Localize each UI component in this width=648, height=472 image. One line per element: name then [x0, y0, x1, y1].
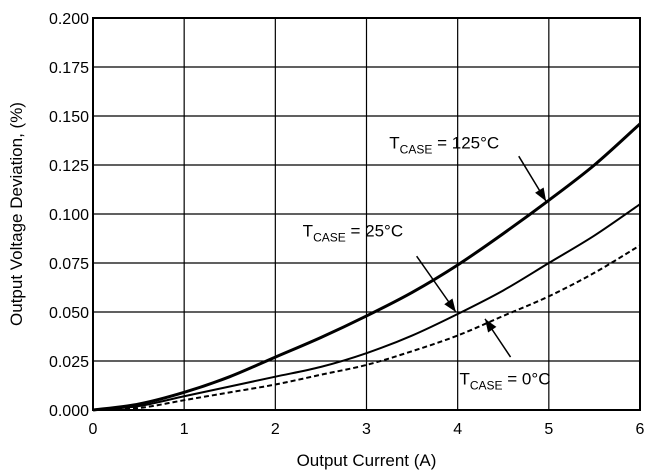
annotation-t25: TCASE = 25°C — [303, 222, 403, 245]
annotation-t0: TCASE = 0°C — [459, 370, 550, 393]
plot-frame — [92, 17, 641, 411]
x-tick-label: 4 — [453, 421, 462, 438]
series-line-t25 — [92, 203, 641, 411]
series-line-t0 — [92, 244, 641, 411]
y-tick-label: 0.150 — [49, 109, 89, 126]
x-tick-label: 2 — [271, 421, 280, 438]
y-tick-label: 0.025 — [49, 354, 89, 371]
y-tick-label: 0.075 — [49, 256, 89, 273]
annotation-arrowhead-t25 — [444, 298, 456, 312]
y-tick-label: 0.100 — [49, 207, 89, 224]
y-axis-label: Output Voltage Deviation, (%) — [7, 102, 26, 326]
x-tick-label: 6 — [636, 421, 645, 438]
x-tick-label: 3 — [362, 421, 371, 438]
x-tick-label: 0 — [89, 421, 98, 438]
x-tick-label: 5 — [544, 421, 553, 438]
annotation-t125: TCASE = 125°C — [389, 133, 499, 156]
x-axis-label: Output Current (A) — [297, 451, 437, 470]
annotation-arrowhead-t125 — [535, 187, 547, 202]
y-tick-label: 0.125 — [49, 158, 89, 175]
y-tick-label: 0.175 — [49, 60, 89, 77]
y-tick-label: 0.200 — [49, 11, 89, 28]
y-tick-label: 0.000 — [49, 403, 89, 420]
annotation-arrowhead-t0 — [485, 318, 497, 333]
x-tick-label: 1 — [180, 421, 189, 438]
y-tick-label: 0.050 — [49, 305, 89, 322]
series-line-t125 — [92, 122, 642, 412]
